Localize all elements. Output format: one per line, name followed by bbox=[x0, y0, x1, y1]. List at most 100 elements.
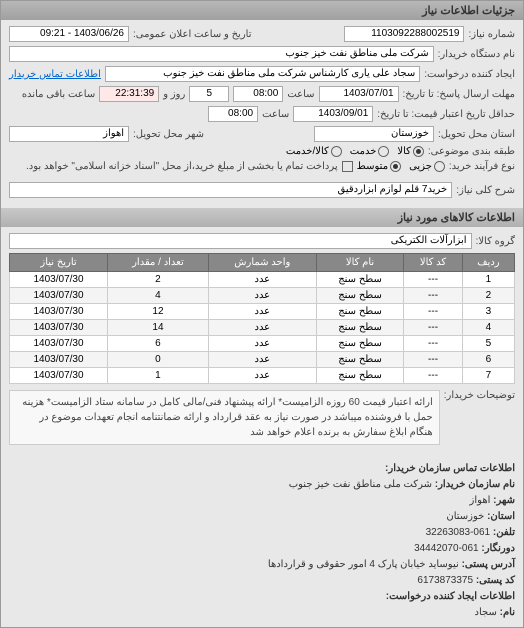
footer-city-label: شهر: bbox=[493, 495, 515, 506]
footer-fax: 061-34442070 bbox=[414, 543, 479, 554]
footer-province-label: استان: bbox=[487, 511, 515, 522]
footer-phone-label: تلفن: bbox=[493, 527, 515, 538]
table-cell: --- bbox=[404, 288, 463, 304]
footer-province: خوزستان bbox=[446, 511, 484, 522]
footer-city: اهواز bbox=[470, 495, 491, 506]
table-cell: عدد bbox=[208, 352, 316, 368]
time-left: 22:31:39 bbox=[99, 86, 159, 102]
notes-label: توضیحات خریدار: bbox=[444, 390, 515, 401]
treasury-checkbox[interactable] bbox=[342, 161, 353, 172]
group-field: ابزارآلات الکتریکی bbox=[9, 233, 472, 249]
table-cell: 2 bbox=[108, 272, 209, 288]
table-cell: 1403/07/30 bbox=[10, 368, 108, 384]
table-row[interactable]: 5---سطح سنجعدد61403/07/30 bbox=[10, 336, 515, 352]
table-row[interactable]: 3---سطح سنجعدد121403/07/30 bbox=[10, 304, 515, 320]
validity-time: 08:00 bbox=[208, 106, 258, 122]
footer-phone: 061-32263083 bbox=[426, 527, 491, 538]
radio-kala-khadmat-label: کالا/خدمت bbox=[286, 146, 329, 157]
table-row[interactable]: 1---سطح سنجعدد21403/07/30 bbox=[10, 272, 515, 288]
radio-kala-khadmat[interactable]: کالا/خدمت bbox=[286, 146, 342, 157]
table-row[interactable]: 6---سطح سنجعدد01403/07/30 bbox=[10, 352, 515, 368]
footer-org: شرکت ملی مناطق نفت خیز جنوب bbox=[289, 479, 432, 490]
table-cell: عدد bbox=[208, 368, 316, 384]
city-label: شهر محل تحویل: bbox=[133, 129, 204, 140]
radio-khadmat-label: خدمت bbox=[350, 146, 377, 157]
table-cell: عدد bbox=[208, 336, 316, 352]
col-row: ردیف bbox=[462, 254, 514, 272]
col-unit: واحد شمارش bbox=[208, 254, 316, 272]
time-label-2: ساعت bbox=[262, 109, 289, 120]
radio-icon bbox=[434, 161, 445, 172]
deadline-send-time: 08:00 bbox=[233, 86, 283, 102]
table-cell: 1403/07/30 bbox=[10, 272, 108, 288]
process-note: پرداخت تمام یا بخشی از مبلغ خرید،از محل … bbox=[26, 161, 338, 172]
table-cell: 1403/07/30 bbox=[10, 352, 108, 368]
footer-fax-label: دورنگار: bbox=[481, 543, 515, 554]
footer-title: اطلاعات تماس سازمان خریدار: bbox=[9, 461, 515, 477]
radio-jozei-label: جزیی bbox=[409, 161, 432, 172]
table-cell: عدد bbox=[208, 288, 316, 304]
contact-link[interactable]: اطلاعات تماس خریدار bbox=[9, 69, 101, 80]
table-cell: --- bbox=[404, 272, 463, 288]
table-row[interactable]: 2---سطح سنجعدد41403/07/30 bbox=[10, 288, 515, 304]
footer-address-label: آدرس پستی: bbox=[462, 559, 515, 570]
notes-text: ارائه اعتبار قیمت 60 روزه الزامیست* ارائ… bbox=[9, 390, 440, 445]
province-label: استان محل تحویل: bbox=[438, 129, 515, 140]
table-cell: 1 bbox=[462, 272, 514, 288]
footer-address: نیوساید خیابان پارک 4 امور حقوقی و قرارد… bbox=[268, 559, 459, 570]
table-cell: 3 bbox=[462, 304, 514, 320]
radio-icon bbox=[390, 161, 401, 172]
radio-motavaset[interactable]: متوسط bbox=[357, 161, 401, 172]
table-cell: سطح سنج bbox=[316, 272, 403, 288]
table-cell: عدد bbox=[208, 320, 316, 336]
radio-icon bbox=[378, 146, 389, 157]
province-field: خوزستان bbox=[314, 126, 434, 142]
footer-postcode: 6173873375 bbox=[417, 575, 473, 586]
table-cell: --- bbox=[404, 320, 463, 336]
table-cell: --- bbox=[404, 368, 463, 384]
footer-name-label: نام: bbox=[500, 607, 515, 618]
table-cell: 1403/07/30 bbox=[10, 288, 108, 304]
time-label-1: ساعت bbox=[287, 89, 314, 100]
table-cell: سطح سنج bbox=[316, 352, 403, 368]
table-cell: 6 bbox=[462, 352, 514, 368]
validity-date: 1403/09/01 bbox=[293, 106, 373, 122]
radio-kala[interactable]: کالا bbox=[397, 146, 424, 157]
footer-creator-label: اطلاعات ایجاد کننده درخواست: bbox=[9, 589, 515, 605]
table-cell: سطح سنج bbox=[316, 288, 403, 304]
time-left-label: ساعت باقی مانده bbox=[22, 89, 95, 100]
table-row[interactable]: 4---سطح سنجعدد141403/07/30 bbox=[10, 320, 515, 336]
table-cell: 6 bbox=[108, 336, 209, 352]
col-name: نام کالا bbox=[316, 254, 403, 272]
radio-jozei[interactable]: جزیی bbox=[409, 161, 445, 172]
table-cell: 12 bbox=[108, 304, 209, 320]
radio-khadmat[interactable]: خدمت bbox=[350, 146, 390, 157]
deadline-send-label: مهلت ارسال پاسخ: تا تاریخ: bbox=[403, 89, 515, 100]
table-cell: 14 bbox=[108, 320, 209, 336]
table-header-row: ردیف کد کالا نام کالا واحد شمارش تعداد /… bbox=[10, 254, 515, 272]
table-cell: عدد bbox=[208, 304, 316, 320]
goods-table: ردیف کد کالا نام کالا واحد شمارش تعداد /… bbox=[9, 253, 515, 384]
table-row[interactable]: 7---سطح سنجعدد11403/07/30 bbox=[10, 368, 515, 384]
radio-motavaset-label: متوسط bbox=[357, 161, 388, 172]
table-cell: 5 bbox=[462, 336, 514, 352]
table-cell: 0 bbox=[108, 352, 209, 368]
table-cell: سطح سنج bbox=[316, 368, 403, 384]
footer-org-label: نام سازمان خریدار: bbox=[435, 479, 515, 490]
table-cell: 1403/07/30 bbox=[10, 304, 108, 320]
table-cell: --- bbox=[404, 352, 463, 368]
table-cell: سطح سنج bbox=[316, 320, 403, 336]
table-cell: 4 bbox=[108, 288, 209, 304]
footer-postcode-label: کد پستی: bbox=[476, 575, 515, 586]
table-cell: سطح سنج bbox=[316, 336, 403, 352]
col-code: کد کالا bbox=[404, 254, 463, 272]
public-date-field: 1403/06/26 - 09:21 bbox=[9, 26, 129, 42]
table-cell: 4 bbox=[462, 320, 514, 336]
city-field: اهواز bbox=[9, 126, 129, 142]
niaz-no-label: شماره نیاز: bbox=[468, 29, 515, 40]
table-cell: 7 bbox=[462, 368, 514, 384]
table-cell: --- bbox=[404, 336, 463, 352]
desc-field: خرید7 قلم لوازم ابزاردقیق bbox=[9, 182, 452, 198]
buyer-org-field: شرکت ملی مناطق نفت خیز جنوب bbox=[9, 46, 434, 62]
radio-icon bbox=[413, 146, 424, 157]
